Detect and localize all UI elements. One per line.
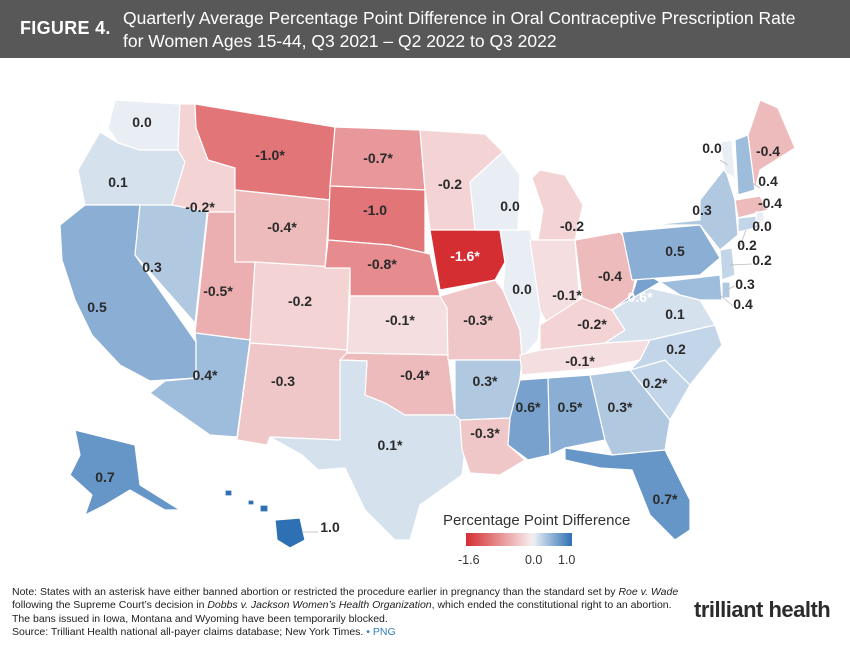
state-al <box>547 374 606 456</box>
state-value-label-mi: -0.2 <box>560 218 584 234</box>
trilliant-health-logo: trilliant health <box>694 597 831 622</box>
state-value-label-ut: -0.5* <box>203 283 233 299</box>
leader-line-nh <box>747 179 761 189</box>
state-ak <box>69 429 181 516</box>
state-value-label-wy: -0.4* <box>267 219 297 235</box>
state-value-label-nd: -0.7* <box>363 150 393 166</box>
state-value-label-va: 0.1 <box>665 306 685 322</box>
state-va <box>604 287 716 344</box>
state-value-label-id: -0.2* <box>185 199 215 215</box>
figure-label: FIGURE 4. <box>20 18 111 38</box>
state-value-label-hi: 1.0 <box>320 519 340 535</box>
state-value-label-de: 0.3 <box>735 276 755 292</box>
state-value-label-ar: 0.3* <box>473 373 498 389</box>
state-nj <box>719 247 736 281</box>
state-value-label-or: 0.1 <box>108 174 128 190</box>
state-value-label-nc: 0.2 <box>666 341 686 357</box>
legend-max-label: 1.0 <box>558 553 576 567</box>
state-value-label-ok: -0.4* <box>400 367 430 383</box>
state-value-label-mt: -1.0* <box>255 147 285 163</box>
state-hi <box>224 489 306 549</box>
state-value-label-sc: 0.2* <box>643 375 668 391</box>
state-nc <box>629 324 723 386</box>
footnotes: Note: States with an asterisk have eithe… <box>12 586 712 640</box>
state-value-label-oh: -0.4 <box>598 268 622 284</box>
state-value-label-tx: 0.1* <box>378 437 403 453</box>
state-value-label-az: 0.4* <box>193 367 218 383</box>
state-value-label-tn: -0.1* <box>565 353 595 369</box>
state-value-label-sd: -1.0 <box>363 202 387 218</box>
state-value-label-ny: 0.3 <box>692 202 712 218</box>
state-value-label-md: 0.4 <box>733 296 753 312</box>
state-value-label-mn: -0.2 <box>438 176 462 192</box>
state-value-label-nm: -0.3 <box>271 373 295 389</box>
leader-line-ri <box>754 221 761 229</box>
state-value-label-nj: 0.2 <box>752 252 772 268</box>
state-value-label-il: 0.0 <box>512 281 532 297</box>
state-tx <box>269 359 469 541</box>
title-line-1: Quarterly Average Percentage Point Diffe… <box>123 8 796 28</box>
leader-line-md <box>719 294 734 307</box>
note-line-1: Note: States with an asterisk have eithe… <box>12 586 679 598</box>
state-pa <box>621 224 721 281</box>
state-value-label-vt: 0.0 <box>702 140 722 156</box>
legend-mid-label: 0.0 <box>525 553 543 567</box>
state-md <box>659 274 723 301</box>
state-nm <box>236 342 348 446</box>
state-ma <box>734 195 769 219</box>
source-line: Source: Trilliant Health national all-pa… <box>12 626 396 639</box>
state-value-label-ky: -0.2* <box>577 316 607 332</box>
state-value-label-ma: -0.4 <box>758 195 782 211</box>
state-value-label-wa: 0.0 <box>132 114 152 130</box>
note-line-3: The bans issued in Iowa, Montana and Wyo… <box>12 612 388 625</box>
state-value-label-ga: 0.3* <box>608 399 633 415</box>
state-value-label-in: -0.1* <box>552 287 582 303</box>
leader-line-ct <box>739 229 747 247</box>
state-value-label-wi: 0.0 <box>500 198 520 214</box>
state-value-label-nv: 0.3 <box>142 259 162 275</box>
state-value-label-mo: -0.3* <box>463 312 493 328</box>
state-value-label-ia: -1.6* <box>450 248 480 264</box>
state-value-label-nh: 0.4 <box>758 173 778 189</box>
figure-title: Quarterly Average Percentage Point Diffe… <box>123 7 843 53</box>
state-value-label-ri: 0.0 <box>752 218 772 234</box>
legend-color-scale <box>466 533 572 546</box>
state-value-label-co: -0.2 <box>288 293 312 309</box>
state-value-label-me: -0.4 <box>756 143 780 159</box>
figure-header: FIGURE 4. Quarterly Average Percentage P… <box>0 0 850 58</box>
leader-line-ma <box>759 205 765 211</box>
state-value-label-ak: 0.7 <box>95 469 115 485</box>
state-value-label-ca: 0.5 <box>87 299 107 315</box>
state-value-label-ms: 0.6* <box>516 399 541 415</box>
state-value-label-wv: 0.6* <box>628 289 653 305</box>
state-fl <box>564 447 691 541</box>
leader-line-de <box>725 285 736 291</box>
state-me <box>747 99 796 191</box>
legend-min-label: -1.6 <box>458 553 480 567</box>
state-value-label-fl: 0.7* <box>653 491 678 507</box>
state-value-label-la: -0.3* <box>470 425 500 441</box>
state-value-label-pa: 0.5 <box>665 243 685 259</box>
us-choropleth-map: 0.0 0.1 0.5 0.3 -0.2* -1.0* -0.4* -0.5* 0.4* -0.2… <box>59 99 796 549</box>
note-line-2: following the Supreme Court’s decision i… <box>12 599 672 612</box>
state-value-label-al: 0.5* <box>558 399 583 415</box>
leader-line-vt <box>719 159 729 166</box>
png-link[interactable]: PNG <box>372 626 396 639</box>
state-value-label-ne: -0.8* <box>367 256 397 272</box>
title-line-2: for Women Ages 15-44, Q3 2021 – Q2 2022 … <box>123 31 557 51</box>
leader-line-nj <box>729 263 753 266</box>
state-ct <box>737 215 757 233</box>
state-value-label-ct: 0.2 <box>737 237 757 253</box>
legend-title: Percentage Point Difference <box>443 512 631 529</box>
state-value-label-ks: -0.1* <box>385 312 415 328</box>
